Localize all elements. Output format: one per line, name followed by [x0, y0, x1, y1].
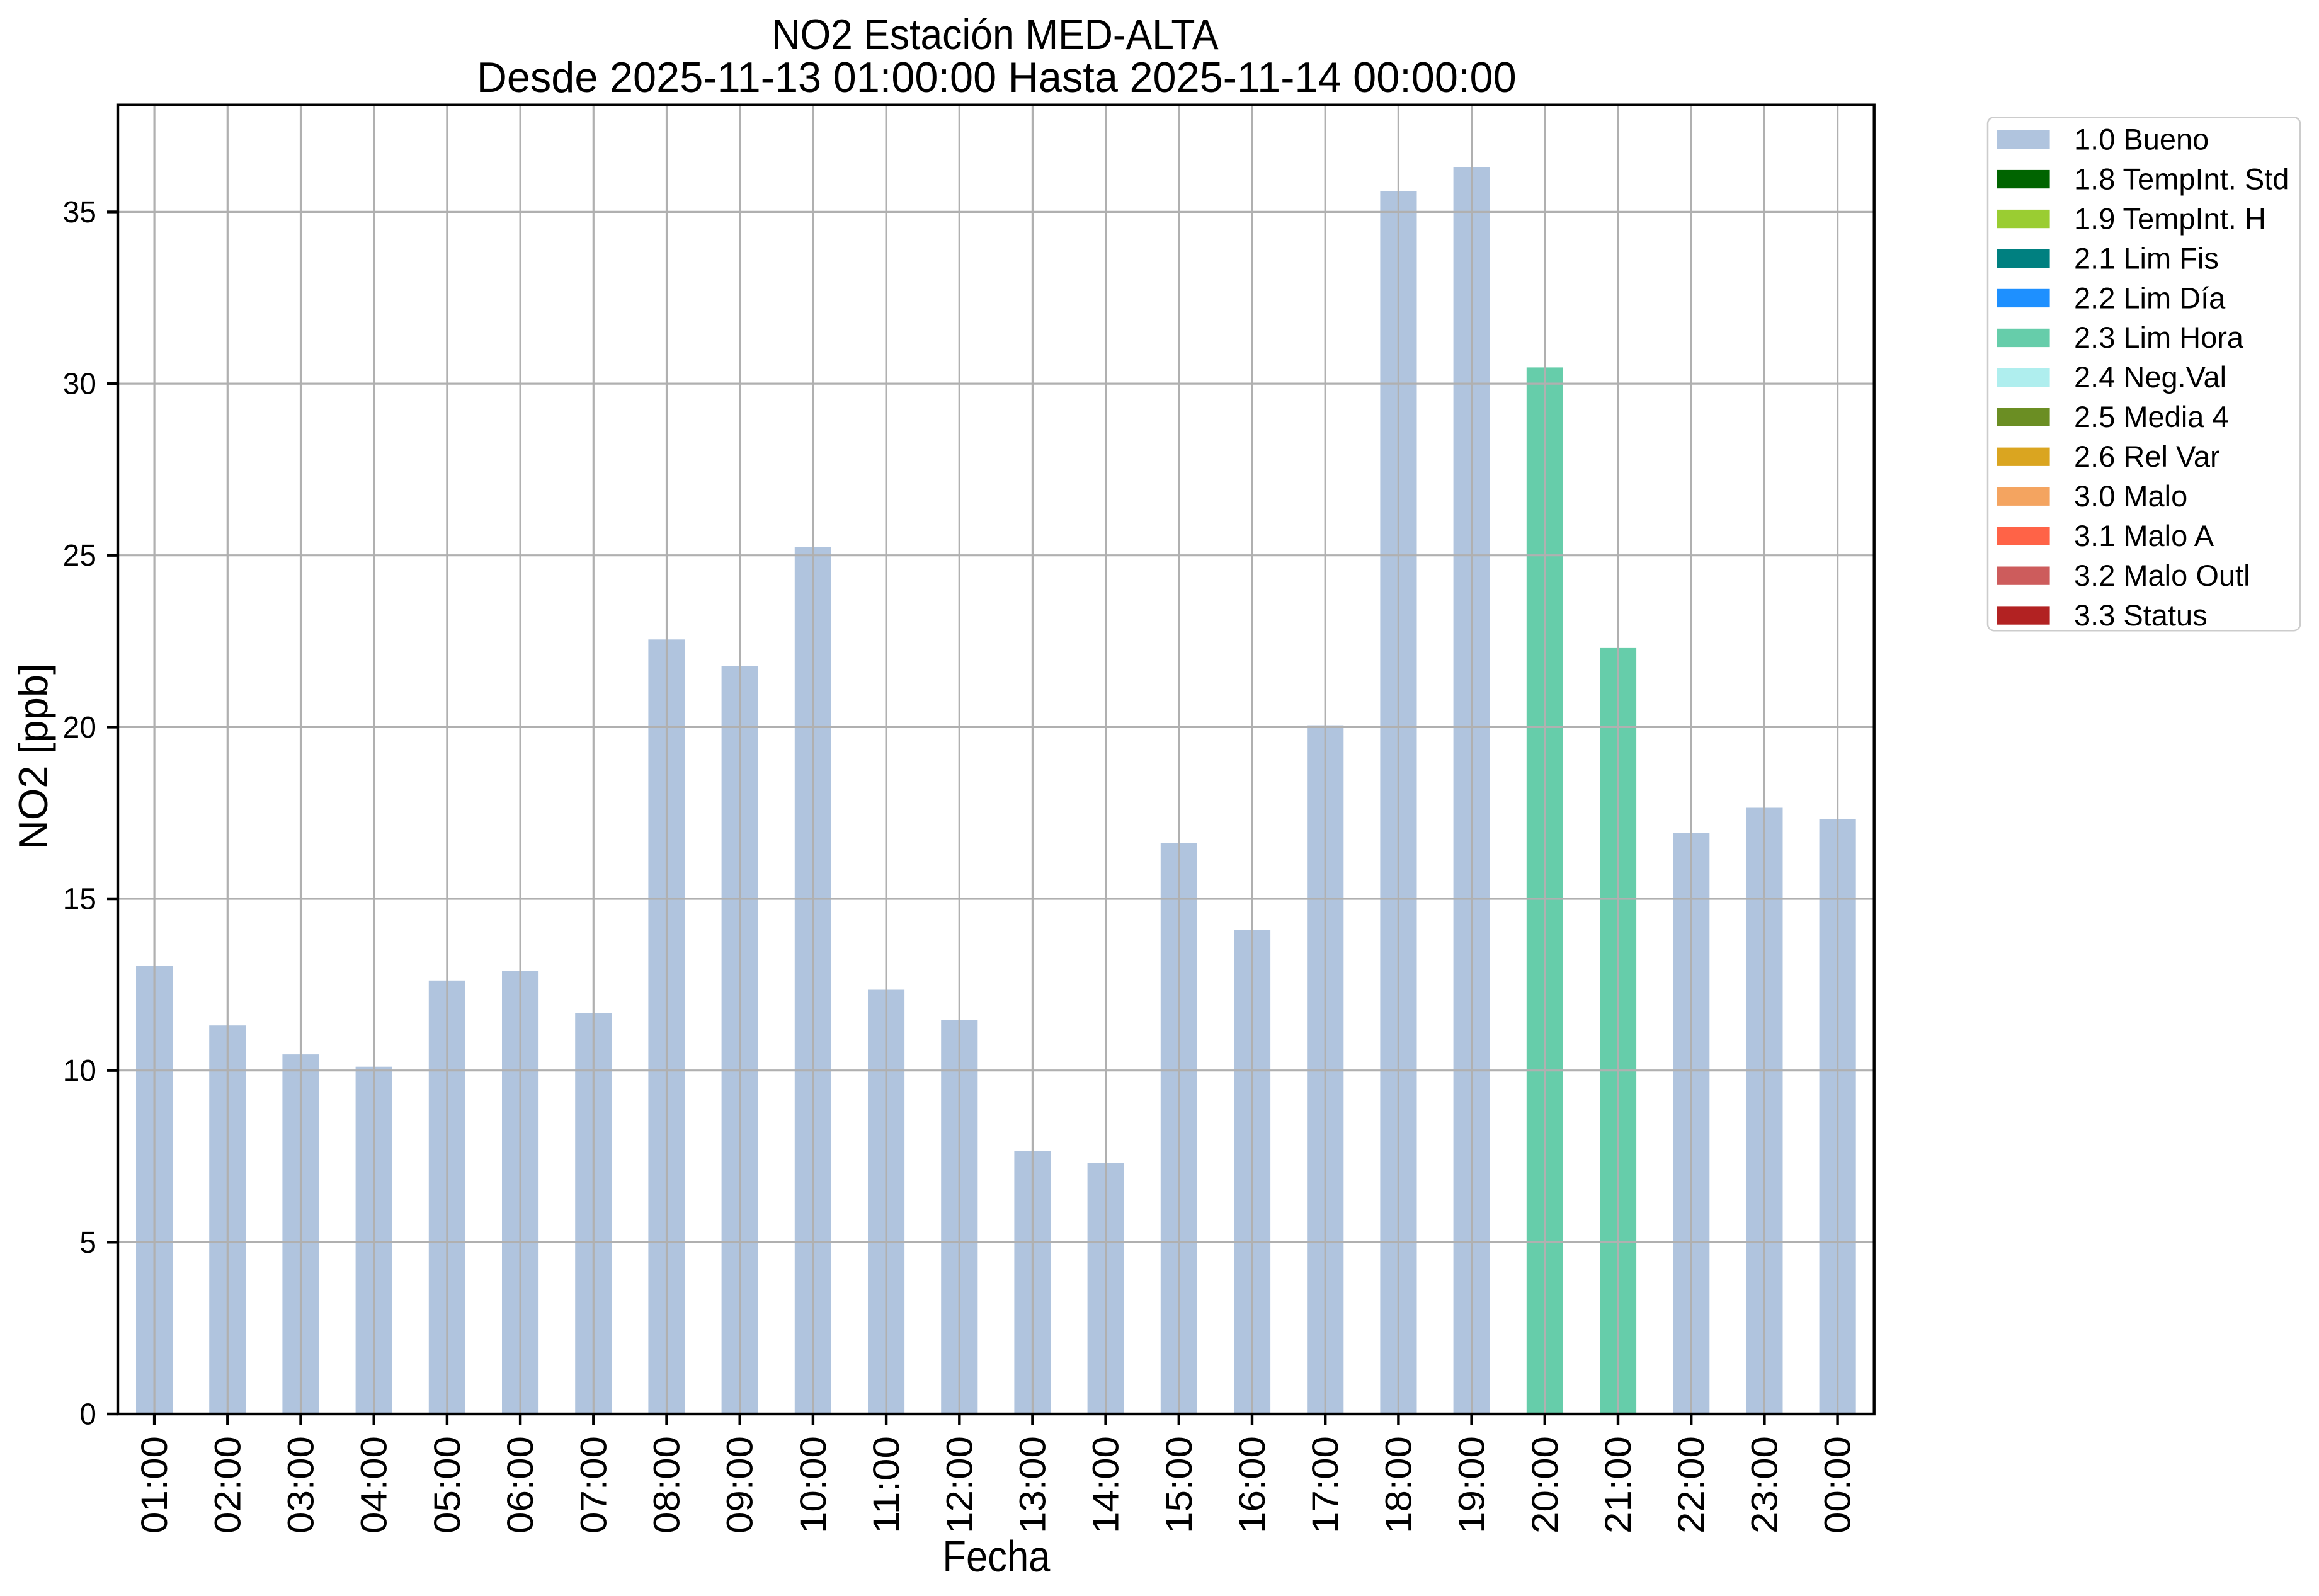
- svg-text:13:00: 13:00: [1012, 1436, 1053, 1534]
- svg-text:15: 15: [63, 883, 96, 916]
- svg-text:05:00: 05:00: [427, 1436, 468, 1534]
- svg-text:07:00: 07:00: [573, 1436, 614, 1534]
- svg-text:35: 35: [63, 196, 96, 229]
- svg-text:NO2 Estación MED-ALTA: NO2 Estación MED-ALTA: [772, 11, 1219, 59]
- svg-text:20: 20: [63, 711, 96, 744]
- svg-text:2.3 Lim Hora: 2.3 Lim Hora: [2074, 321, 2244, 354]
- svg-text:03:00: 03:00: [281, 1436, 322, 1534]
- svg-text:23:00: 23:00: [1744, 1436, 1785, 1534]
- svg-text:11:00: 11:00: [866, 1436, 907, 1534]
- svg-text:2.4 Neg.Val: 2.4 Neg.Val: [2074, 360, 2226, 394]
- svg-text:Desde 2025-11-13 01:00:00 Hast: Desde 2025-11-13 01:00:00 Hasta 2025-11-…: [477, 54, 1517, 101]
- svg-text:2.5 Media 4: 2.5 Media 4: [2074, 400, 2229, 433]
- svg-text:02:00: 02:00: [207, 1436, 248, 1534]
- svg-text:3.2 Malo Outl: 3.2 Malo Outl: [2074, 559, 2250, 592]
- svg-text:22:00: 22:00: [1671, 1436, 1712, 1534]
- svg-text:06:00: 06:00: [500, 1436, 541, 1534]
- svg-text:00:00: 00:00: [1818, 1436, 1859, 1534]
- svg-text:09:00: 09:00: [720, 1436, 761, 1534]
- svg-text:1.0 Bueno: 1.0 Bueno: [2074, 123, 2209, 156]
- svg-text:1.9 TempInt. H: 1.9 TempInt. H: [2074, 202, 2266, 235]
- svg-text:3.0 Malo: 3.0 Malo: [2074, 479, 2187, 513]
- svg-text:15:00: 15:00: [1159, 1436, 1200, 1534]
- svg-text:Fecha: Fecha: [942, 1532, 1050, 1581]
- svg-text:04:00: 04:00: [354, 1436, 395, 1534]
- svg-text:16:00: 16:00: [1232, 1436, 1273, 1534]
- svg-text:12:00: 12:00: [939, 1436, 980, 1534]
- svg-text:19:00: 19:00: [1452, 1436, 1493, 1534]
- svg-text:17:00: 17:00: [1305, 1436, 1346, 1534]
- svg-text:1.8 TempInt. Std: 1.8 TempInt. Std: [2074, 162, 2289, 195]
- svg-text:01:00: 01:00: [134, 1436, 175, 1534]
- svg-text:10: 10: [63, 1054, 96, 1088]
- svg-text:10:00: 10:00: [793, 1436, 834, 1534]
- svg-text:3.3 Status: 3.3 Status: [2074, 598, 2208, 632]
- svg-text:2.2 Lim Día: 2.2 Lim Día: [2074, 281, 2226, 314]
- svg-text:0: 0: [79, 1398, 96, 1432]
- svg-text:NO2 [ppb]: NO2 [ppb]: [10, 663, 56, 850]
- svg-text:2.1 Lim Fis: 2.1 Lim Fis: [2074, 241, 2219, 275]
- svg-text:20:00: 20:00: [1525, 1436, 1566, 1534]
- svg-text:21:00: 21:00: [1598, 1436, 1639, 1534]
- svg-text:3.1 Malo A: 3.1 Malo A: [2074, 519, 2214, 552]
- svg-text:30: 30: [63, 368, 96, 401]
- svg-text:2.6 Rel Var: 2.6 Rel Var: [2074, 440, 2220, 473]
- svg-text:25: 25: [63, 539, 96, 573]
- svg-text:18:00: 18:00: [1378, 1436, 1419, 1534]
- svg-text:14:00: 14:00: [1086, 1436, 1127, 1534]
- svg-text:5: 5: [79, 1226, 96, 1260]
- svg-text:08:00: 08:00: [647, 1436, 688, 1534]
